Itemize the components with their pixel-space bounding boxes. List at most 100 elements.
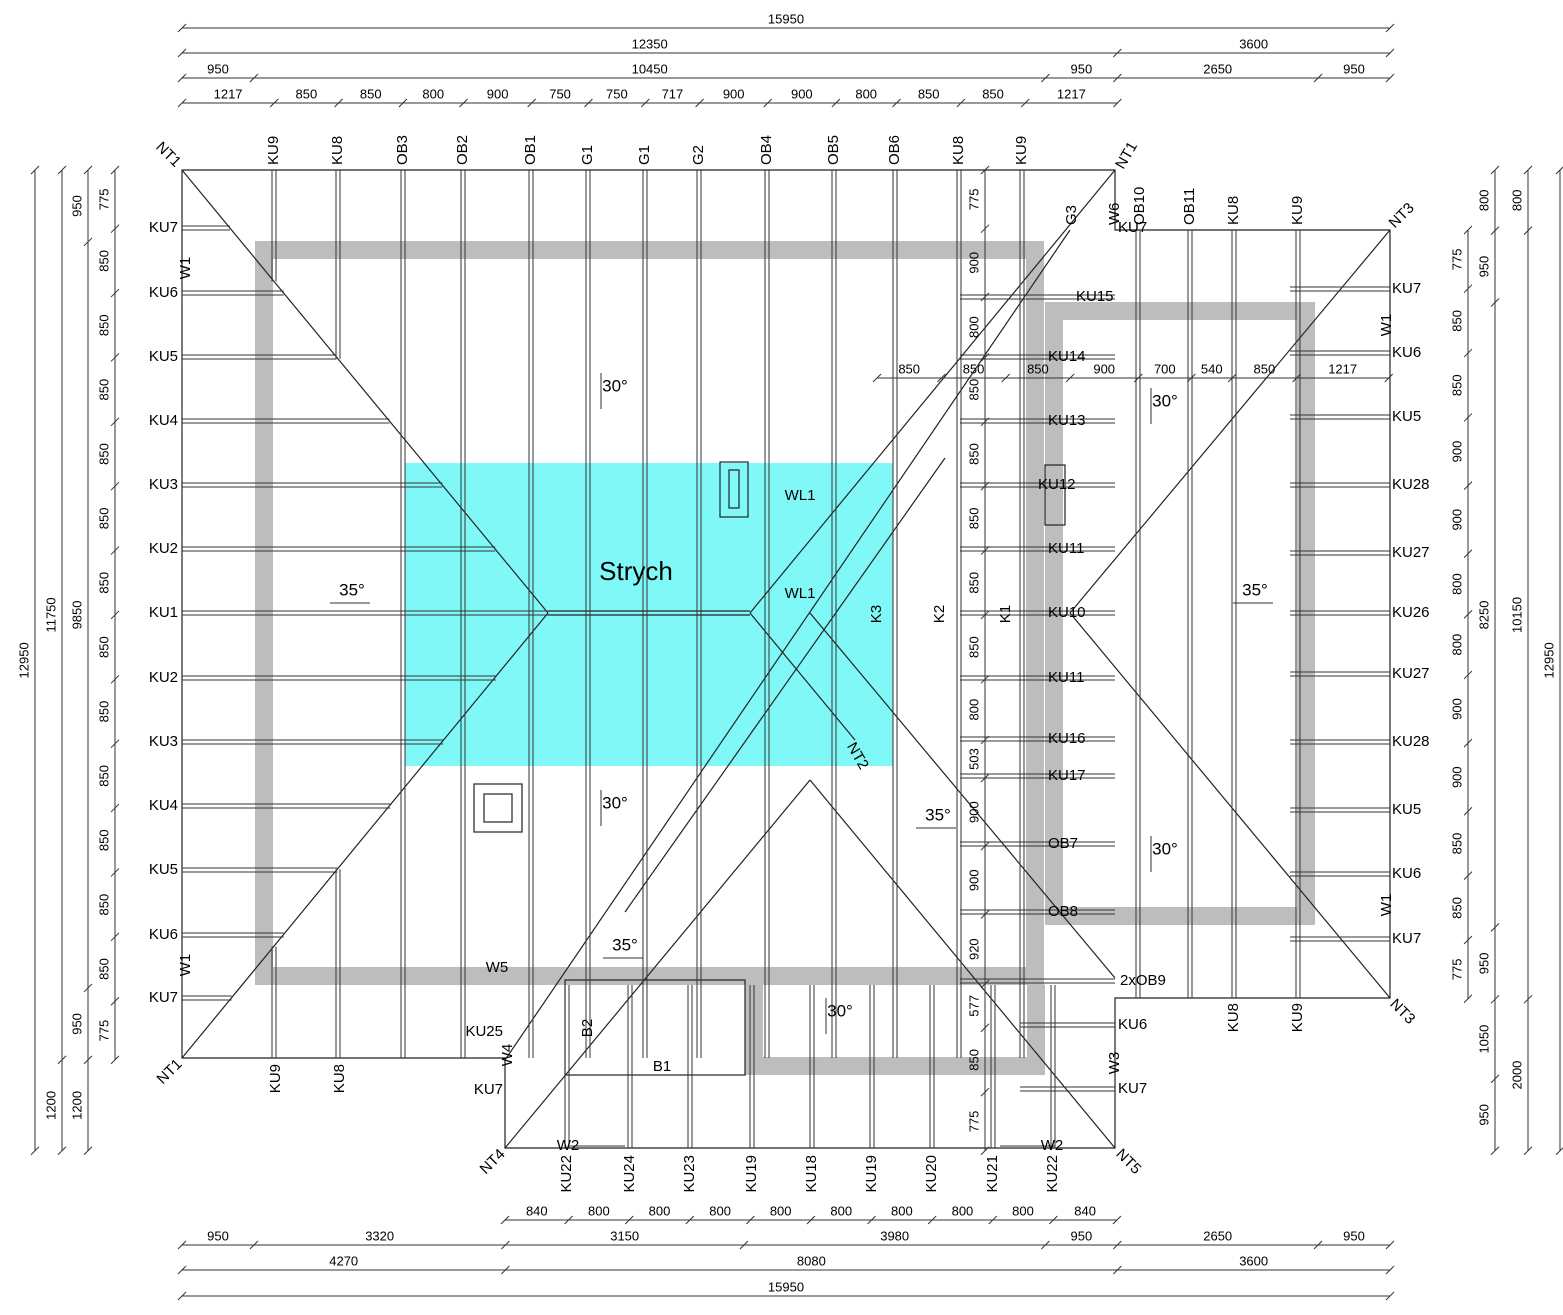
dimension-label: 900 <box>1449 698 1464 720</box>
slope-label: 30° <box>1152 839 1178 858</box>
member-label: KU20 <box>923 1155 940 1193</box>
dimension-tick <box>177 1265 187 1275</box>
dimension-tick <box>177 1291 187 1301</box>
dimension-tick <box>980 610 990 620</box>
dimension-label: 800 <box>1012 1203 1034 1218</box>
member-label: NT5 <box>1112 1146 1144 1178</box>
dimension-label: 10150 <box>1509 597 1524 633</box>
member-label: OB2 <box>454 135 471 165</box>
member-label: OB8 <box>1048 903 1078 920</box>
dimension-tick <box>980 841 990 851</box>
dimension-label: 800 <box>830 1203 852 1218</box>
dimension-tick <box>1186 373 1196 383</box>
dimension-label: 3600 <box>1239 36 1268 51</box>
dimension-label: 850 <box>966 636 981 658</box>
dimension-tick <box>1113 98 1122 108</box>
dimension-label: 800 <box>966 316 981 338</box>
dimension-label: 850 <box>96 379 111 401</box>
member-label: G1 <box>636 145 653 165</box>
member-label: W4 <box>499 1044 516 1067</box>
dimension-tick <box>83 1055 93 1065</box>
dimension-label: 900 <box>1449 441 1464 463</box>
hip <box>181 169 549 614</box>
member-label: OB3 <box>394 135 411 165</box>
member-label: K1 <box>997 605 1014 623</box>
dimension-label: 850 <box>898 361 920 376</box>
dimension-label: 800 <box>709 1203 731 1218</box>
member-label: KU7 <box>1392 280 1421 297</box>
dimension-label: 850 <box>296 86 318 101</box>
dimension-label: 840 <box>1074 1203 1096 1218</box>
dimension-tick <box>980 1087 990 1097</box>
dimension-label: 950 <box>1476 1104 1491 1126</box>
dimension-tick <box>1385 23 1395 33</box>
dimension-tick <box>1385 73 1395 83</box>
dimension-label: 950 <box>207 1228 229 1243</box>
dimension-label: 850 <box>96 829 111 851</box>
dimension-tick <box>980 417 990 427</box>
dimension-tick <box>1490 994 1500 1004</box>
dimension-tick <box>980 1146 990 1156</box>
dimension-label: 3600 <box>1239 1253 1268 1268</box>
member-label: G2 <box>690 145 707 165</box>
dimension-tick <box>927 1215 937 1225</box>
dimension-tick <box>685 1215 695 1225</box>
member-label: NT3 <box>1386 996 1418 1028</box>
dimension-tick <box>1463 994 1473 1004</box>
dimension-tick <box>1463 670 1473 680</box>
dimension-label: 850 <box>1449 374 1464 396</box>
slope-label: 35° <box>612 935 638 954</box>
member-label: KU18 <box>803 1155 820 1193</box>
dimension-label: 850 <box>96 443 111 465</box>
dimension-tick <box>110 353 120 362</box>
member-label: KU3 <box>149 476 178 493</box>
dimension-label: 775 <box>96 1020 111 1042</box>
dimension-tick <box>980 546 990 555</box>
member-label: KU9 <box>1289 196 1306 225</box>
dimension-tick <box>249 1240 259 1250</box>
member-label: KU19 <box>743 1155 760 1193</box>
dimension-label: 850 <box>966 508 981 530</box>
member-label: KU9 <box>1013 136 1030 165</box>
member-label: OB4 <box>758 135 775 165</box>
dimension-label: 900 <box>966 801 981 823</box>
dimension-label: 4270 <box>329 1253 358 1268</box>
member-label: W1 <box>1378 314 1395 337</box>
member-label: KU6 <box>149 926 178 943</box>
dimension-tick <box>980 224 990 234</box>
member-label: OB10 <box>1131 187 1148 225</box>
dimension-tick <box>501 1265 510 1275</box>
dimension-label: 800 <box>1476 189 1491 211</box>
dimension-label: 10450 <box>632 61 668 76</box>
member-label: KU8 <box>329 136 346 165</box>
member-label: KU27 <box>1392 665 1430 682</box>
dimension-label: 800 <box>770 1203 792 1218</box>
dimension-tick <box>980 165 990 175</box>
member-label: KU6 <box>149 284 178 301</box>
member-label: KU6 <box>1118 1016 1147 1033</box>
member-label: KU2 <box>149 669 178 686</box>
member-label: KU7 <box>474 1081 503 1098</box>
member-label: KU8 <box>950 136 967 165</box>
member-label: OB6 <box>886 135 903 165</box>
member-label: KU28 <box>1392 476 1430 493</box>
dimension-tick <box>1490 923 1500 932</box>
dimension-tick <box>640 98 650 108</box>
hip <box>504 779 811 1149</box>
dimension-tick <box>1385 1291 1395 1301</box>
dimension-tick <box>110 868 120 877</box>
member-label: W6 <box>1106 203 1123 226</box>
dimension-tick <box>30 1146 40 1156</box>
valley <box>624 457 946 913</box>
dimension-tick <box>1313 1240 1323 1250</box>
dimension-tick <box>1313 73 1323 83</box>
member-label: KU15 <box>1076 288 1114 305</box>
dimension-label: 8080 <box>797 1253 826 1268</box>
dimension-label: 850 <box>96 314 111 336</box>
slope-label: 30° <box>1152 391 1178 410</box>
dimension-tick <box>937 373 946 383</box>
chimney <box>719 461 749 518</box>
slope-label: 35° <box>1242 580 1268 599</box>
dimension-tick <box>980 1023 990 1033</box>
dimension-tick <box>177 98 187 108</box>
